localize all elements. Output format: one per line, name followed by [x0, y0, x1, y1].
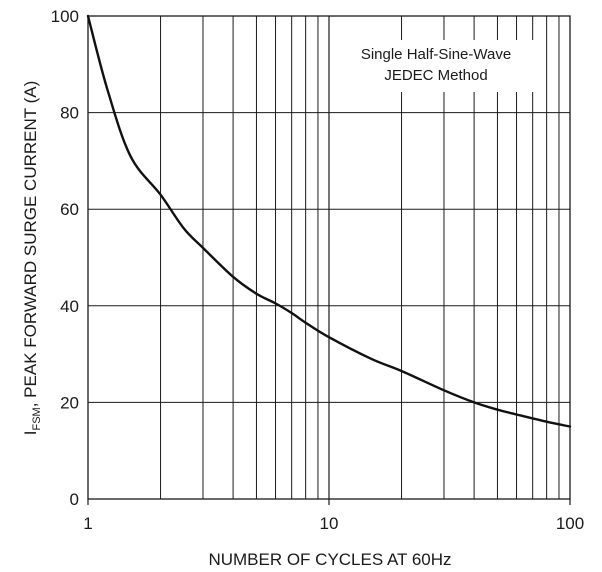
annotation-background: [330, 40, 542, 92]
tick-labels: 0 20 40 60 80 100 1 10 100: [51, 7, 585, 533]
annotation-line-1: Single Half-Sine-Wave: [361, 46, 511, 63]
y-tick-label-5: 100: [51, 7, 79, 26]
series-group: [86, 14, 572, 428]
x-tick-label-1: 10: [320, 514, 339, 533]
x-tick-label-2: 100: [556, 514, 584, 533]
y-tick-label-2: 40: [60, 297, 79, 316]
annotation-box: Single Half-Sine-Wave JEDEC Method: [330, 40, 542, 92]
y-axis-title: IFSM, PEAK FORWARD SURGE CURRENT (A): [21, 81, 43, 435]
x-tick-label-0: 1: [83, 514, 92, 533]
plot-frame: [87, 15, 571, 505]
annotation-line-2: JEDEC Method: [384, 67, 487, 84]
y-axis-title-rest: , PEAK FORWARD SURGE CURRENT (A): [21, 81, 40, 408]
y-axis-title-subscript: FSM: [31, 407, 43, 430]
y-tick-label-1: 20: [60, 393, 79, 412]
x-axis-title: NUMBER OF CYCLES AT 60Hz: [208, 550, 451, 569]
surge-current-curve-0: [86, 14, 572, 428]
y-tick-label-3: 60: [60, 200, 79, 219]
y-axis-title-main: I: [21, 431, 40, 436]
y-tick-label-0: 0: [70, 490, 79, 509]
y-tick-label-4: 80: [60, 104, 79, 123]
